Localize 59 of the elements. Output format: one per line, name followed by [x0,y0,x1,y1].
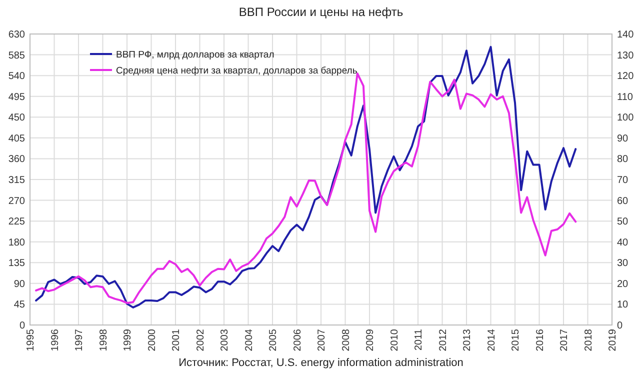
y-tick-label: 180 [8,237,26,248]
y-tick-label: 225 [8,216,26,228]
x-tick-label: 2002 [195,328,206,352]
y-tick-label: 90 [14,278,26,290]
y-tick-label: 495 [8,92,26,103]
y2-tick-label: 130 [617,50,634,62]
x-tick-label: 2011 [414,328,424,351]
y-tick-label: 450 [8,112,26,124]
x-tick-label: 2017 [559,328,570,352]
x-tick-label: 2005 [268,328,279,352]
x-tick-label: 2003 [220,328,230,352]
y-tick-label: 360 [8,154,26,166]
x-tick-label: 2007 [316,328,328,352]
y2-tick-label: 100 [617,112,634,124]
y2-tick-label: 20 [617,278,629,290]
y2-tick-label: 110 [617,92,634,103]
legend-label: Средняя цена нефти за квартал, долларов за баррель [116,65,358,76]
y2-tick-label: 60 [617,196,629,207]
y2-tick-label: 80 [617,154,629,166]
y-tick-label: 585 [8,50,26,62]
x-tick-label: 2004 [244,328,255,352]
y-tick-label: 0 [19,320,26,332]
x-tick-label: 2009 [365,328,376,352]
x-tick-label: 2013 [462,328,473,352]
x-tick-label: 1999 [122,328,134,352]
y2-tick-label: 30 [617,258,629,270]
y2-tick-label: 120 [617,71,634,82]
x-tick-label: 2014 [486,328,498,352]
x-tick-label: 2008 [340,328,352,352]
y2-tick-label: 0 [617,320,623,332]
y2-tick-label: 10 [617,300,629,311]
x-tick-label: 1997 [74,328,85,352]
x-tick-label: 2000 [146,328,158,352]
y-tick-label: 405 [8,133,26,144]
x-tick-label: 2015 [510,328,522,352]
y2-tick-label: 140 [617,30,634,40]
x-tick-label: 2012 [438,328,449,352]
chart-title: ВВП России и цены на нефть [238,5,404,19]
x-tick-label: 2016 [534,328,546,352]
x-tick-label: 2006 [292,328,304,352]
y-tick-label: 135 [8,258,26,270]
legend-label: ВВП РФ, млрд долларов за квартал [116,49,274,60]
x-tick-label: 2001 [171,328,182,352]
y-tick-label: 45 [14,300,26,311]
x-tick-label: 2010 [389,328,400,352]
y-tick-label: 540 [8,71,26,82]
y2-tick-label: 70 [617,175,629,186]
y2-tick-label: 50 [617,216,629,228]
y2-tick-label: 90 [617,133,629,144]
x-tick-label: 1995 [26,328,36,352]
y-tick-label: 630 [8,30,26,40]
x-tick-label: 1998 [98,328,110,352]
y2-tick-label: 40 [617,237,629,248]
y-tick-label: 315 [8,175,26,186]
x-tick-label: 2019 [608,328,618,352]
y-tick-label: 270 [8,196,26,207]
text: Источник: Росстат, U.S. energy information administration [178,357,464,369]
x-tick-label: 1996 [50,328,61,352]
x-tick-label: 2018 [583,328,594,352]
